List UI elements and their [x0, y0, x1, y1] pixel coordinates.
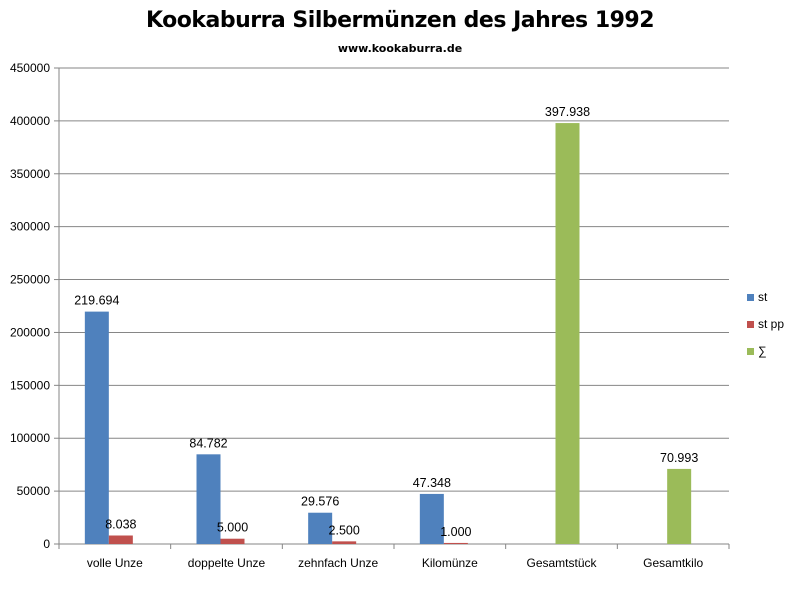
data-label: 2.500 [329, 523, 360, 537]
y-tick-label: 0 [43, 537, 50, 551]
y-tick-label: 300000 [10, 220, 50, 234]
bar-st-pp [220, 538, 245, 544]
data-label: 70.993 [660, 451, 698, 465]
y-tick-label: 200000 [10, 325, 50, 339]
y-tick-label: 250000 [10, 273, 50, 287]
data-label: 8.038 [105, 517, 136, 531]
data-label: 1.000 [440, 525, 471, 539]
bar-∑ [555, 123, 580, 544]
bar-st-pp [332, 541, 357, 544]
y-tick-label: 150000 [10, 378, 50, 392]
chart-subtitle: www.kookaburra.de [337, 42, 463, 55]
x-tick-label: doppelte Unze [188, 556, 266, 570]
data-label: 29.576 [301, 495, 339, 509]
x-tick-label: zehnfach Unze [298, 556, 378, 570]
y-tick-label: 450000 [10, 61, 50, 75]
bar-st [84, 311, 109, 544]
data-labels: 219.694 8.038 84.782 5.000 29.576 2.500 47.348… [74, 105, 698, 539]
bar-st [196, 454, 221, 544]
data-label: 5.000 [217, 521, 248, 535]
legend-label: st [758, 290, 768, 304]
x-tick-label: Gesamtkilo [643, 556, 703, 570]
legend-swatch [747, 348, 754, 355]
x-tick-label: volle Unze [87, 556, 143, 570]
data-label: 219.694 [74, 294, 119, 308]
data-label: 84.782 [189, 436, 227, 450]
bar-∑ [667, 468, 692, 544]
axes: 0 50000 100000 150000 200000 250000 300000 3500… [10, 61, 730, 570]
gridlines [59, 67, 729, 492]
legend-label: ∑ [758, 344, 767, 358]
bars [84, 123, 692, 544]
chart-title: Kookaburra Silbermünzen des Jahres 1992 [145, 8, 655, 33]
y-tick-label: 50000 [17, 484, 51, 498]
bar-st-pp [108, 535, 133, 544]
data-label: 397.938 [545, 105, 590, 119]
x-tick-label: Gesamtstück [526, 556, 597, 570]
legend: st st pp ∑ [747, 290, 784, 358]
bar-st [419, 493, 444, 544]
y-tick-label: 100000 [10, 431, 50, 445]
legend-label: st pp [758, 317, 784, 331]
y-tick-label: 400000 [10, 114, 50, 128]
bar-st-pp [443, 542, 468, 544]
bar-st [308, 512, 333, 544]
legend-swatch [747, 321, 754, 328]
x-tick-label: Kilomünze [422, 556, 478, 570]
y-tick-label: 350000 [10, 167, 50, 181]
data-label: 47.348 [413, 476, 451, 490]
legend-swatch [747, 294, 754, 301]
